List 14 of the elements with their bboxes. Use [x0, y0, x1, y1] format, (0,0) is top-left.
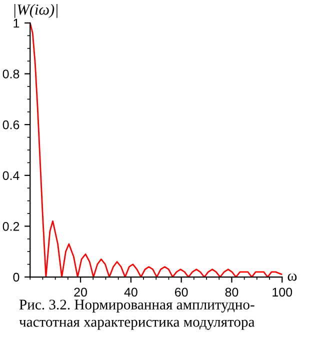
x-tick-label: 60: [175, 288, 188, 297]
x-tick-label: 100: [272, 288, 292, 297]
x-tick-label: 20: [74, 288, 87, 297]
x-tick-label: 40: [124, 288, 138, 297]
text: Рис. 3.2. Нормированная амплитудно- частотная характеристика модулятора: [19, 300, 255, 330]
y-tick-label: 0: [13, 272, 20, 282]
x-axis-title: ω: [288, 274, 297, 281]
y-axis-title: |W(iω)|: [14, 4, 58, 18]
y-tick-label: 1: [14, 18, 20, 28]
y-tick-label: 0.6: [2, 120, 20, 130]
x-tick-label: 80: [225, 288, 238, 297]
y-tick-label: 0.8: [2, 70, 20, 78]
y-tick-label: 0.2: [2, 222, 20, 231]
y-tick-label: 0.4: [2, 171, 20, 180]
